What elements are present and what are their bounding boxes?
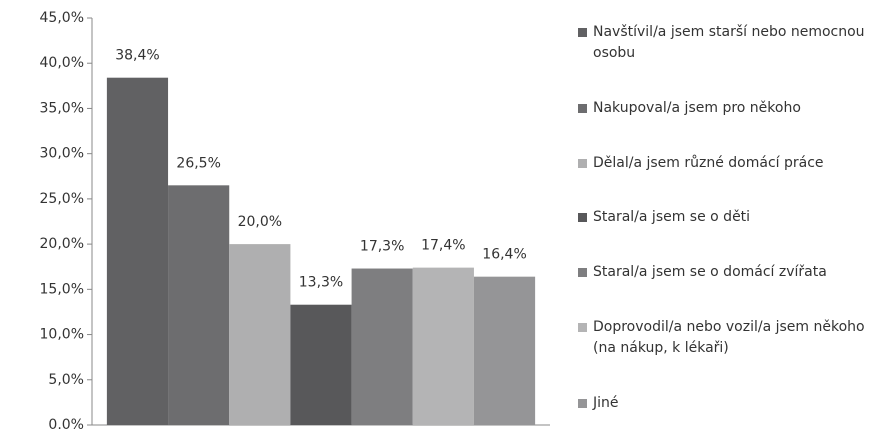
legend-label: Staral/a jsem se o děti bbox=[593, 209, 751, 226]
legend-label: Dělal/a jsem různé domácí práce bbox=[593, 154, 824, 171]
legend-label: Nakupoval/a jsem pro někoho bbox=[593, 99, 801, 116]
y-tick-label: 40,0% bbox=[40, 55, 84, 71]
legend-item: Staral/a jsem se o děti bbox=[578, 207, 892, 228]
legend-item: Navštívil/a jsem starší nebo nemocnou os… bbox=[578, 22, 892, 64]
y-tick-label: 10,0% bbox=[40, 327, 84, 343]
legend-swatch bbox=[578, 323, 587, 333]
data-label: 38,4% bbox=[115, 48, 159, 64]
plot: 0.0% 5,0% 10,0% 15,0% 20,0% 25,0% 30,0% 35,0% 40… bbox=[40, 10, 550, 430]
legend-swatch bbox=[578, 213, 587, 223]
legend-swatch bbox=[578, 103, 587, 113]
data-label: 17,4% bbox=[421, 238, 465, 254]
y-tick-label: 25,0% bbox=[40, 191, 84, 207]
data-label: 17,3% bbox=[360, 239, 404, 255]
y-tick-label: 0.0% bbox=[48, 417, 84, 430]
legend-label: Navštívil/a jsem starší nebo nemocnou os… bbox=[593, 24, 865, 61]
y-tick-label: 15,0% bbox=[40, 281, 84, 297]
y-tick-label: 30,0% bbox=[40, 146, 84, 162]
legend-swatch bbox=[578, 268, 587, 278]
data-label: 16,4% bbox=[482, 247, 526, 263]
legend-label: Staral/a jsem se o domácí zvířata bbox=[593, 264, 827, 281]
legend-item: Nakupoval/a jsem pro někoho bbox=[578, 98, 892, 119]
data-label: 26,5% bbox=[176, 155, 220, 171]
legend-item: Jiné bbox=[578, 393, 892, 414]
legend-label: Jiné bbox=[593, 394, 619, 411]
legend-label: Doprovodil/a nebo vozil/a jsem někoho (n… bbox=[593, 319, 865, 357]
y-tick-label: 35,0% bbox=[40, 100, 84, 116]
data-label: 20,0% bbox=[238, 214, 282, 230]
y-tick-label: 45,0% bbox=[40, 10, 84, 26]
bar bbox=[229, 244, 291, 425]
bar bbox=[106, 77, 169, 426]
legend-swatch bbox=[578, 398, 587, 408]
legend-item: Dělal/a jsem různé domácí práce bbox=[578, 153, 892, 174]
legend-item: Doprovodil/a nebo vozil/a jsem někoho (n… bbox=[578, 317, 892, 359]
y-tick-label: 5,0% bbox=[48, 372, 84, 388]
bar bbox=[351, 268, 413, 425]
data-label: 13,3% bbox=[299, 275, 343, 291]
bar bbox=[473, 276, 536, 425]
y-tick-label: 20,0% bbox=[40, 236, 84, 252]
bar bbox=[412, 267, 474, 425]
bar bbox=[290, 304, 352, 425]
legend-swatch bbox=[578, 158, 587, 168]
legend-item: Staral/a jsem se o domácí zvířata bbox=[578, 262, 892, 283]
bar bbox=[168, 185, 230, 425]
legend: Navštívil/a jsem starší nebo nemocnou os… bbox=[578, 22, 892, 414]
legend-swatch bbox=[578, 28, 587, 37]
